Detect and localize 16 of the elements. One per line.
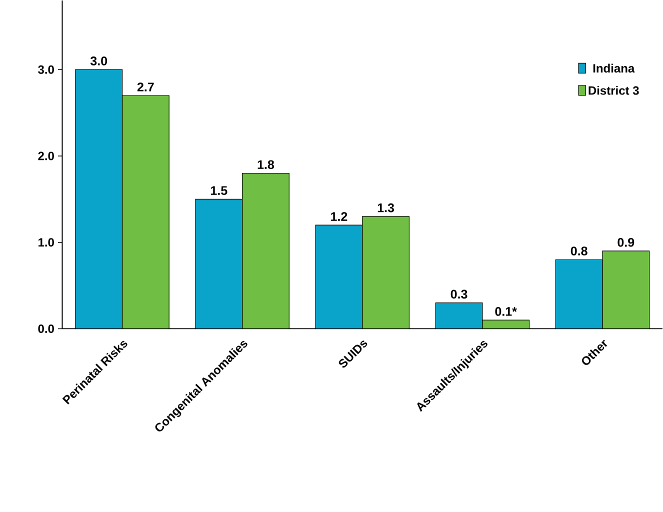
- data-label: 0.1*: [495, 306, 517, 316]
- data-label: 1.2: [331, 212, 348, 221]
- y-tick-label: 0.0: [38, 324, 54, 333]
- data-label: 0.3: [450, 290, 468, 298]
- legend-label: Indiana: [593, 64, 635, 72]
- data-label: 0.9: [618, 238, 634, 247]
- legend-label: District 3: [588, 86, 639, 95]
- data-label: 1.5: [211, 186, 228, 195]
- y-tick-label: 1.0: [38, 238, 54, 246]
- data-label: 1.3: [378, 203, 394, 212]
- y-tick-label: 3.0: [38, 65, 54, 74]
- data-label: 1.8: [258, 160, 274, 169]
- data-label: 2.7: [137, 82, 154, 92]
- y-tick-label: 2.0: [38, 152, 54, 160]
- data-label: 3.0: [90, 56, 108, 66]
- data-label: 0.8: [570, 246, 588, 256]
